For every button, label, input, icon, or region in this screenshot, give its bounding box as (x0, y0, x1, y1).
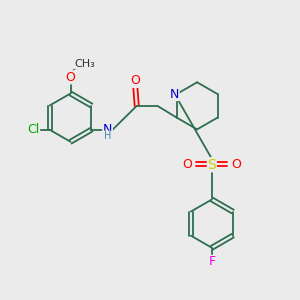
Text: N: N (170, 88, 179, 100)
Text: S: S (208, 158, 216, 172)
Text: N: N (103, 123, 112, 136)
Text: O: O (130, 74, 140, 87)
Text: O: O (182, 158, 192, 171)
Text: Cl: Cl (27, 123, 40, 136)
Text: F: F (208, 255, 215, 268)
Text: O: O (231, 158, 241, 171)
Text: O: O (66, 71, 75, 84)
Text: CH₃: CH₃ (75, 59, 96, 69)
Text: H: H (104, 131, 111, 141)
